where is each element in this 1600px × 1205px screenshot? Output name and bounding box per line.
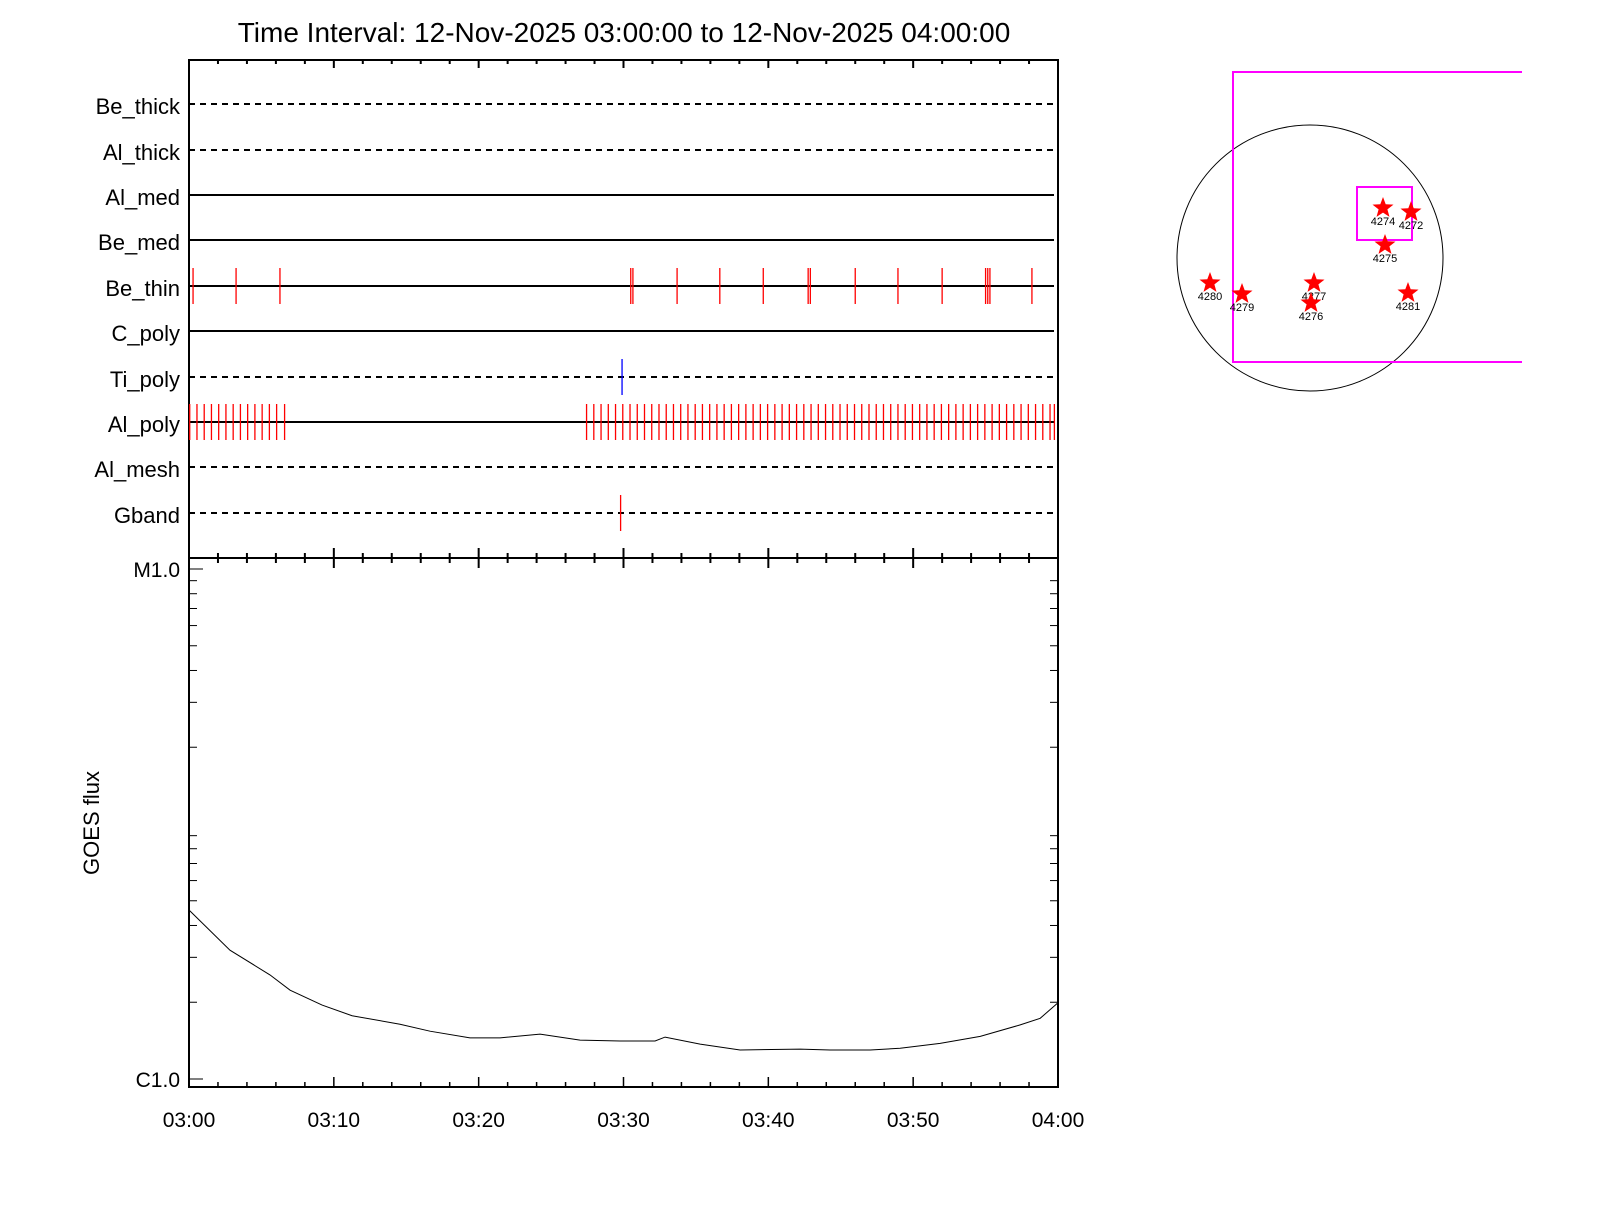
region-star-icon <box>1300 292 1322 312</box>
region-label: 4276 <box>1299 311 1323 323</box>
region-label: 4275 <box>1373 253 1397 265</box>
region-star-icon <box>1372 197 1394 217</box>
region-label: 4280 <box>1198 291 1222 303</box>
region-label: 4281 <box>1396 301 1420 313</box>
fov-box <box>1232 71 1522 363</box>
row-labels: Be_thick Al_thick Al_med Be_med Be_thin C_pol… <box>94 94 181 528</box>
x-tick-label: 03:40 <box>742 1109 795 1132</box>
row-label: Ti_poly <box>110 367 180 392</box>
region-label: 4274 <box>1371 216 1395 228</box>
row-label: Al_med <box>105 185 180 210</box>
region-star-icon <box>1231 283 1253 303</box>
row-label: Gband <box>114 503 180 528</box>
y-tick-label: M1.0 <box>133 559 180 582</box>
x-tick-label: 03:00 <box>163 1109 216 1132</box>
row-label: Be_thin <box>105 276 180 301</box>
row-label: Al_mesh <box>94 457 180 482</box>
region-star-icon <box>1400 201 1422 221</box>
row-label: C_poly <box>112 321 180 346</box>
x-tick-label: 03:30 <box>597 1109 650 1132</box>
chart-title: Time Interval: 12-Nov-2025 03:00:00 to 1… <box>238 17 1011 48</box>
row-label: Be_thick <box>96 94 181 119</box>
region-star-icon <box>1199 272 1221 292</box>
row-label: Al_thick <box>103 140 181 165</box>
region-label: 4279 <box>1230 302 1254 314</box>
x-tick-label: 03:10 <box>308 1109 361 1132</box>
region-star-icon <box>1374 234 1396 254</box>
x-tick-labels: 03:00 03:10 03:20 03:30 03:40 03:50 04:00 <box>163 1109 1085 1132</box>
panel-frame <box>188 59 1059 559</box>
goes-flux-line <box>188 909 1059 1051</box>
region-label: 4272 <box>1399 220 1423 232</box>
panel-frame <box>188 557 1059 1088</box>
x-tick-label: 03:20 <box>452 1109 505 1132</box>
row-label: Al_poly <box>108 412 180 437</box>
x-tick-label: 04:00 <box>1032 1109 1085 1132</box>
detector-panel <box>188 59 1059 568</box>
y-tick-label: C1.0 <box>136 1069 180 1092</box>
region-star-icon <box>1303 272 1325 292</box>
solar-limb <box>1176 124 1444 392</box>
y-axis-label: GOES flux <box>79 771 104 875</box>
x-tick-label: 03:50 <box>887 1109 940 1132</box>
region-star-icon <box>1397 282 1419 302</box>
goes-panel <box>188 557 1059 1088</box>
row-label: Be_med <box>98 230 180 255</box>
